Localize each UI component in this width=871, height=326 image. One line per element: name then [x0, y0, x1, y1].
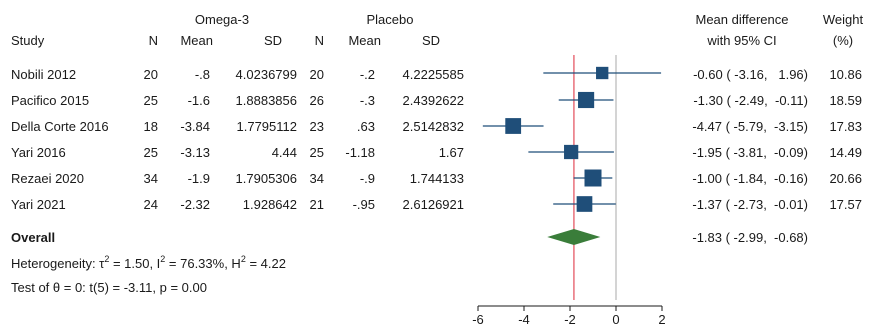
heterogeneity-prefix: Heterogeneity: τ [11, 256, 105, 271]
study-n2: 23 [310, 119, 324, 134]
study-marker [576, 196, 593, 212]
x-tick-label: 0 [612, 312, 619, 326]
study-weight: 18.59 [829, 93, 862, 108]
study-name: Nobili 2012 [11, 67, 76, 82]
study-mean2: .63 [357, 119, 375, 134]
study-mean1: -3.84 [180, 119, 210, 134]
study-n1: 24 [144, 197, 158, 212]
sd1-header: SD [264, 33, 282, 48]
heterogeneity-text: Heterogeneity: τ2 = 1.50, I2 = 76.33%, H… [11, 254, 286, 271]
study-sd2: 2.6126921 [403, 197, 464, 212]
study-ci: -1.30 ( -2.49, -0.11) [693, 93, 808, 108]
group2-header: Placebo [367, 12, 414, 27]
study-weight: 10.86 [829, 67, 862, 82]
plot-area: -6 -4 -2 0 2 [472, 55, 666, 326]
study-sd1: 1.928642 [243, 197, 297, 212]
study-marker [564, 144, 579, 160]
x-tick-label: -2 [564, 312, 576, 326]
h-value: = 4.22 [246, 256, 286, 271]
study-sd1: 4.44 [272, 145, 297, 160]
study-mean1: -2.32 [180, 197, 210, 212]
overall-ci: -1.83 ( -2.99, -0.68) [692, 230, 808, 245]
study-name: Della Corte 2016 [11, 119, 109, 134]
study-n1: 25 [144, 145, 158, 160]
study-weight: 20.66 [829, 171, 862, 186]
study-sd1: 1.7905306 [236, 171, 297, 186]
i-exponent: 2 [160, 254, 165, 264]
study-mean2: -.3 [360, 93, 375, 108]
x-tick-label: -6 [472, 312, 484, 326]
overall-diamond [547, 229, 601, 245]
study-row: Yari 2016 25 -3.13 4.44 25 -1.18 1.67 -1… [11, 145, 862, 160]
study-n2: 26 [310, 93, 324, 108]
effect-header-line1: Mean difference [696, 12, 789, 27]
study-sd1: 1.8883856 [236, 93, 297, 108]
study-marker [584, 169, 602, 187]
study-sd1: 1.7795112 [237, 119, 298, 134]
study-row: Rezaei 2020 34 -1.9 1.7905306 34 -.9 1.7… [11, 171, 862, 186]
n2-header: N [315, 33, 324, 48]
study-n2: 20 [310, 67, 324, 82]
study-sd2: 1.67 [439, 145, 464, 160]
study-ci: -1.00 ( -1.84, -0.16) [692, 171, 808, 186]
study-mean2: -.95 [353, 197, 375, 212]
study-ci: -4.47 ( -5.79, -3.15) [692, 119, 808, 134]
study-mean2: -1.18 [345, 145, 375, 160]
i-value: = 76.33%, H [165, 256, 241, 271]
study-weight: 17.83 [829, 119, 862, 134]
study-sd1: 4.0236799 [236, 67, 297, 82]
study-row: Pacifico 2015 25 -1.6 1.8883856 26 -.3 2… [11, 93, 862, 108]
study-name: Yari 2021 [11, 197, 66, 212]
h-exponent: 2 [241, 254, 246, 264]
study-mean1: -1.9 [188, 171, 210, 186]
group1-header: Omega-3 [195, 12, 249, 27]
weight-header-line1: Weight [823, 12, 864, 27]
study-sd2: 2.4392622 [403, 93, 464, 108]
study-sd2: 2.5142832 [403, 119, 464, 134]
study-n1: 18 [144, 119, 158, 134]
study-n1: 20 [144, 67, 158, 82]
tau-value: = 1.50, I [109, 256, 160, 271]
tau-exponent: 2 [104, 254, 109, 264]
overall-label: Overall [11, 230, 55, 245]
study-n1: 25 [144, 93, 158, 108]
study-ci: -0.60 ( -3.16, 1.96) [693, 67, 808, 82]
study-weight: 17.57 [829, 197, 862, 212]
study-n1: 34 [144, 171, 158, 186]
study-row: Yari 2021 24 -2.32 1.928642 21 -.95 2.61… [11, 197, 862, 212]
study-marker [578, 91, 595, 109]
study-sd2: 1.744133 [410, 171, 464, 186]
study-mean1: -.8 [195, 67, 210, 82]
study-n2: 34 [310, 171, 324, 186]
n1-header: N [149, 33, 158, 48]
weight-header-line2: (%) [833, 33, 853, 48]
study-n2: 21 [310, 197, 324, 212]
study-mean1: -3.13 [180, 145, 210, 160]
study-name: Yari 2016 [11, 145, 66, 160]
study-ci: -1.37 ( -2.73, -0.01) [692, 197, 808, 212]
study-header: Study [11, 33, 45, 48]
study-name: Pacifico 2015 [11, 93, 89, 108]
study-ci: -1.95 ( -3.81, -0.09) [692, 145, 808, 160]
x-tick-label: -4 [518, 312, 530, 326]
test-text: Test of θ = 0: t(5) = -3.11, p = 0.00 [11, 280, 207, 295]
study-marker [596, 66, 609, 80]
sd2-header: SD [422, 33, 440, 48]
mean1-header: Mean [180, 33, 213, 48]
study-row: Della Corte 2016 18 -3.84 1.7795112 23 .… [11, 119, 862, 134]
study-mean1: -1.6 [188, 93, 210, 108]
mean2-header: Mean [348, 33, 381, 48]
study-mean2: -.9 [360, 171, 375, 186]
study-row: Nobili 2012 20 -.8 4.0236799 20 -.2 4.22… [11, 67, 862, 82]
effect-header-line2: with 95% CI [706, 33, 776, 48]
study-weight: 14.49 [829, 145, 862, 160]
x-tick-label: 2 [658, 312, 665, 326]
study-marker [505, 118, 522, 134]
study-sd2: 4.2225585 [403, 67, 464, 82]
study-mean2: -.2 [360, 67, 375, 82]
study-name: Rezaei 2020 [11, 171, 84, 186]
study-n2: 25 [310, 145, 324, 160]
